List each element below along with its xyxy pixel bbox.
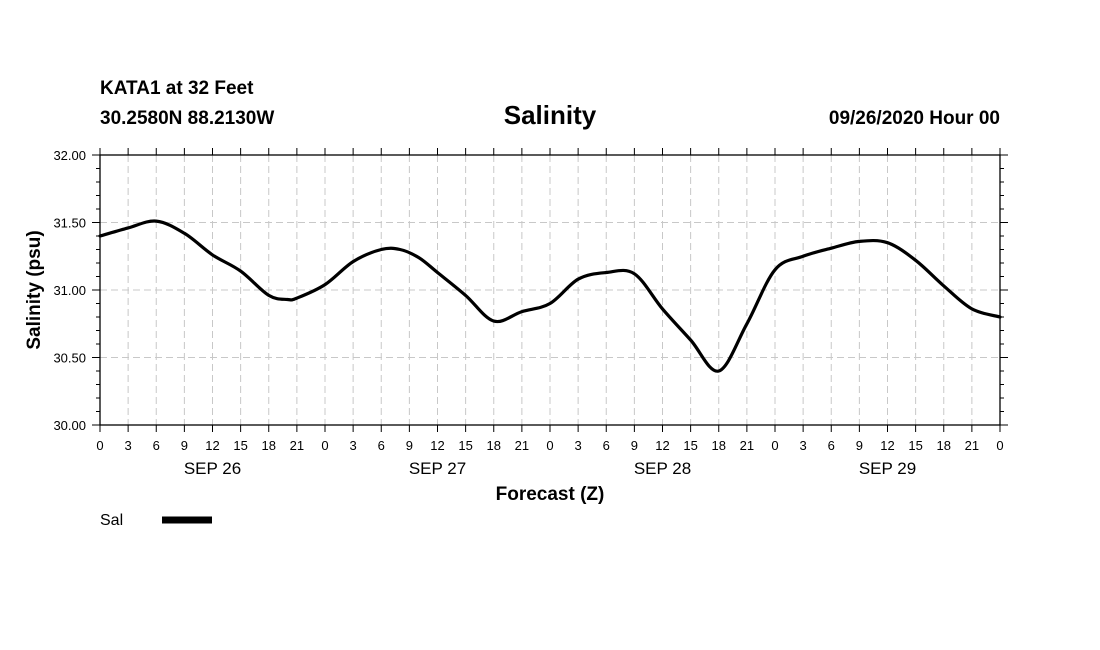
x-tick-label: 6 (603, 438, 610, 453)
x-tick-label: 12 (880, 438, 894, 453)
series-line-sal (98, 219, 1002, 373)
x-tick-label: 0 (321, 438, 328, 453)
forecast-datetime: 09/26/2020 Hour 00 (829, 108, 1000, 129)
x-tick-label: 3 (125, 438, 132, 453)
day-labels: SEP 26 SEP 27 SEP 28 SEP 29 (184, 459, 916, 478)
series-group (98, 219, 1002, 373)
day-label: SEP 27 (409, 459, 466, 478)
day-label: SEP 28 (634, 459, 691, 478)
y-tick-label: 31.50 (53, 216, 86, 231)
x-tick-label: 9 (181, 438, 188, 453)
x-tick-label: 15 (683, 438, 697, 453)
x-tick-label: 15 (233, 438, 247, 453)
x-tick-label: 0 (996, 438, 1003, 453)
legend-label: Sal (100, 512, 123, 529)
x-tick-label: 6 (828, 438, 835, 453)
axis-ticks (92, 148, 1008, 432)
x-tick-label: 0 (546, 438, 553, 453)
y-axis-label: Salinity (psu) (24, 230, 45, 349)
x-tick-label: 3 (350, 438, 357, 453)
station-label: KATA1 at 32 Feet (100, 78, 254, 99)
x-tick-label: 15 (908, 438, 922, 453)
y-tick-label: 30.50 (53, 351, 86, 366)
x-tick-label: 21 (965, 438, 979, 453)
x-tick-label: 3 (575, 438, 582, 453)
x-tick-labels: 0 3 6 9 12 15 18 21 0 3 6 9 12 15 18 21 0 3 6 9 12 15 18 21 0 3 6 9… (96, 438, 1003, 453)
x-tick-label: 12 (205, 438, 219, 453)
x-tick-label: 18 (937, 438, 951, 453)
x-axis-label: Forecast (Z) (496, 484, 605, 505)
x-tick-label: 9 (631, 438, 638, 453)
x-tick-label: 15 (458, 438, 472, 453)
day-label: SEP 26 (184, 459, 241, 478)
x-tick-label: 9 (406, 438, 413, 453)
x-tick-label: 21 (290, 438, 304, 453)
legend: Sal (100, 512, 212, 529)
x-tick-label: 0 (771, 438, 778, 453)
x-tick-label: 9 (856, 438, 863, 453)
x-tick-label: 3 (800, 438, 807, 453)
x-tick-label: 12 (430, 438, 444, 453)
y-tick-labels: 30.00 30.50 31.00 31.50 32.00 (53, 148, 86, 433)
x-tick-label: 6 (153, 438, 160, 453)
grid-lines (100, 155, 1000, 425)
x-tick-label: 6 (378, 438, 385, 453)
x-tick-label: 18 (712, 438, 726, 453)
x-tick-label: 18 (262, 438, 276, 453)
x-tick-label: 12 (655, 438, 669, 453)
day-label: SEP 29 (859, 459, 916, 478)
y-tick-label: 31.00 (53, 283, 86, 298)
x-tick-label: 21 (515, 438, 529, 453)
plot-frame (99, 154, 1001, 426)
y-tick-label: 32.00 (53, 148, 86, 163)
x-tick-label: 21 (740, 438, 754, 453)
x-tick-label: 18 (487, 438, 501, 453)
x-tick-label: 0 (96, 438, 103, 453)
station-coords: 30.2580N 88.2130W (100, 108, 274, 129)
y-tick-label: 30.00 (53, 418, 86, 433)
chart-title: Salinity (504, 100, 597, 130)
